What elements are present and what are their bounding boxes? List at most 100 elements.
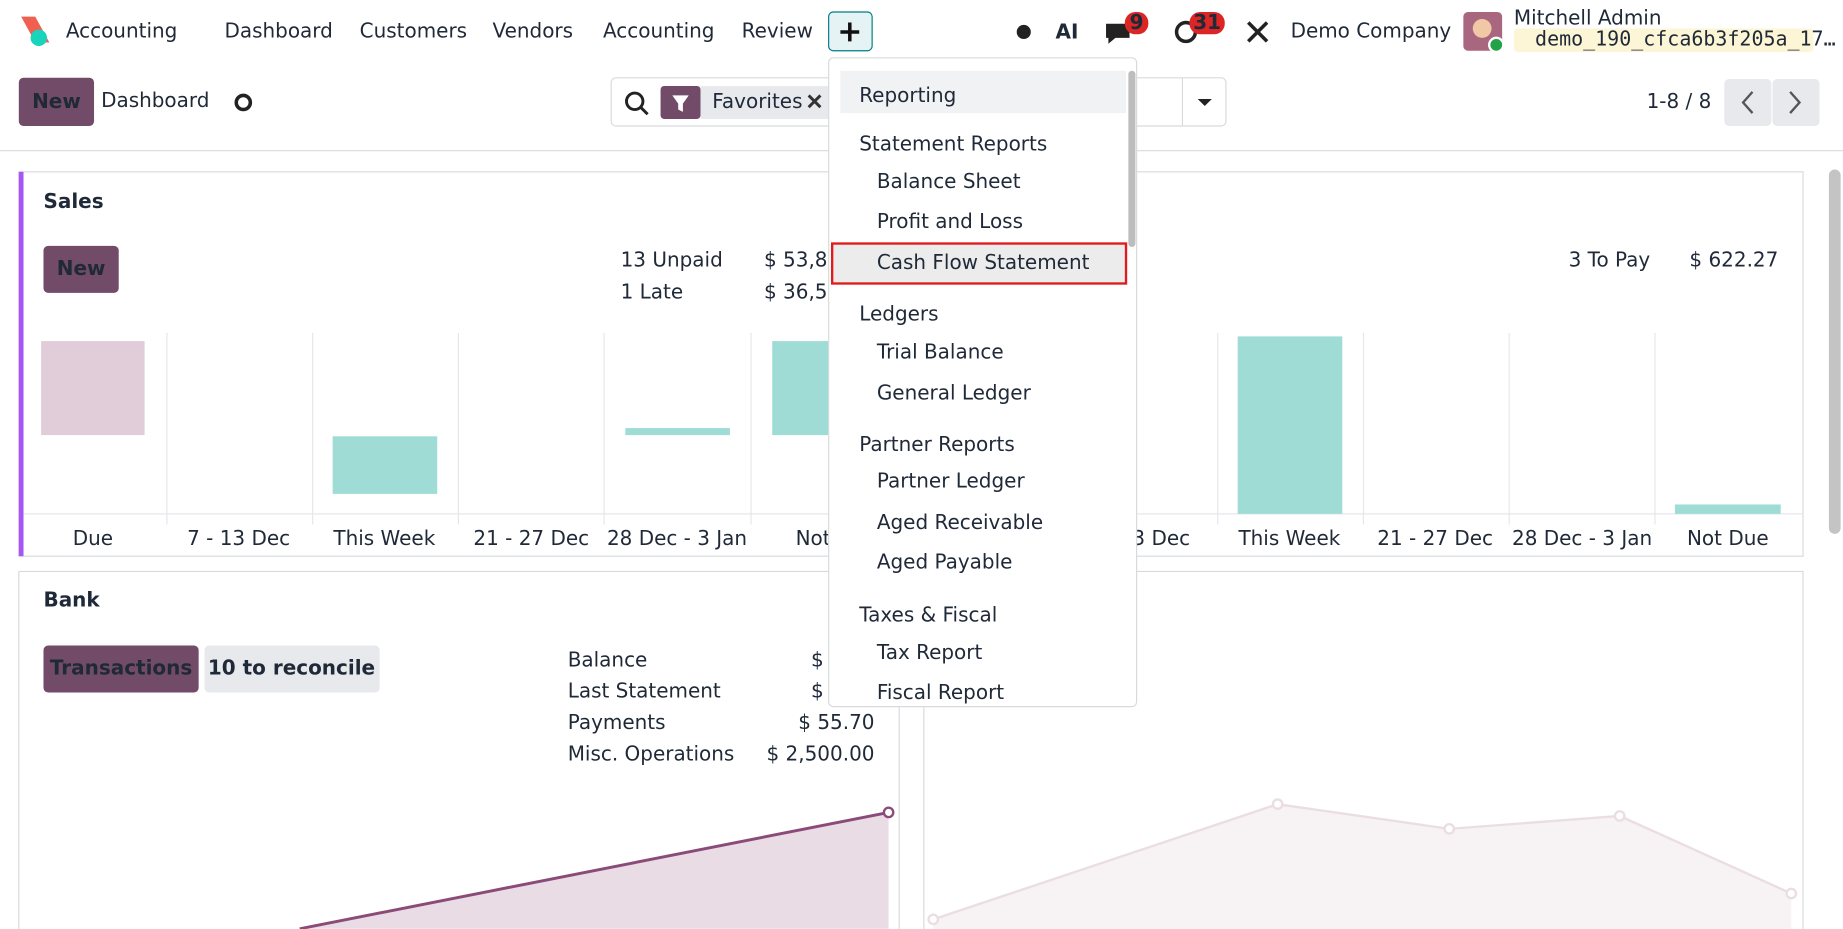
section-title: Statement Reports xyxy=(859,131,1047,155)
category-label: 21 - 27 Dec xyxy=(473,526,589,550)
stat-label[interactable]: Balance xyxy=(568,647,648,671)
bar xyxy=(1674,504,1781,514)
search-icon xyxy=(625,91,645,112)
stat-label[interactable]: Last Statement xyxy=(568,679,721,703)
new-label: New xyxy=(57,256,106,280)
menu-item[interactable]: Aged Receivable xyxy=(877,510,1043,534)
bar xyxy=(332,436,438,494)
logo-dot xyxy=(30,29,48,47)
facet-bg xyxy=(700,86,830,119)
category-label: This Week xyxy=(332,526,435,550)
card-title: Bank xyxy=(43,587,100,611)
section-title: Taxes & Fiscal xyxy=(858,603,997,627)
header-bg xyxy=(840,70,1127,114)
card-title: Sales xyxy=(43,189,103,213)
navbar: AI xyxy=(21,11,1814,54)
page-scrollbar xyxy=(1828,169,1841,534)
menu-item[interactable]: Partner Ledger xyxy=(877,469,1026,493)
reconcile-button[interactable] xyxy=(204,645,380,693)
category-label: Due xyxy=(73,526,113,550)
category-label: 28 Dec - 3 Jan xyxy=(1512,526,1652,550)
plus-icon xyxy=(840,22,860,42)
menu-item[interactable]: Dashboard xyxy=(224,18,332,42)
avatar-face xyxy=(1472,19,1492,38)
stat-value: $ 36,51 xyxy=(764,279,840,303)
category-label: 28 Dec - 3 Jan xyxy=(607,526,747,550)
cash-points xyxy=(927,798,1798,926)
stat-label[interactable]: Misc. Operations xyxy=(568,741,735,765)
dropdown-scrollbar xyxy=(1128,70,1136,248)
tools-icon[interactable] xyxy=(1247,21,1269,43)
menu-item[interactable]: Profit and Loss xyxy=(877,209,1023,233)
cash-area xyxy=(933,804,1792,929)
pager-prev[interactable] xyxy=(1724,78,1772,126)
category-label: 21 - 27 Dec xyxy=(1377,526,1493,550)
reporting-dropdown: Reporting Statement Reports Balance Sheet P… xyxy=(828,57,1138,708)
stat-label[interactable]: 3 To Pay xyxy=(1569,248,1651,272)
ai-icon[interactable]: AI xyxy=(1055,20,1078,44)
database: demo_190_cfca6b3f205a_17… xyxy=(1535,27,1836,51)
badge-bg xyxy=(1124,11,1149,35)
menu-item[interactable]: Cash Flow Statement xyxy=(877,250,1090,274)
search-icon xyxy=(639,106,649,116)
chat-icon[interactable] xyxy=(1106,23,1130,44)
facet-label: Favorites xyxy=(712,89,802,113)
page-title: Dashboard xyxy=(101,88,209,112)
badge: 9 xyxy=(1130,10,1144,34)
facet-remove[interactable] xyxy=(807,94,822,109)
pager-next[interactable] xyxy=(1772,78,1820,126)
section-title: Partner Reports xyxy=(859,432,1015,456)
stat-label[interactable]: 13 Unpaid xyxy=(621,248,723,272)
button-label: 10 to reconcile xyxy=(208,656,375,680)
menu-item[interactable]: Trial Balance xyxy=(876,339,1004,363)
texts: Accounting Dashboard Customers Vendors Accou… xyxy=(32,6,1836,766)
menu-item[interactable]: Aged Payable xyxy=(877,550,1013,574)
stat-value: $ 55.70 xyxy=(798,710,874,734)
button-label: Transactions xyxy=(50,656,192,680)
gear-icon[interactable] xyxy=(234,93,253,112)
bank-point xyxy=(882,806,895,819)
menu-item[interactable]: Customers xyxy=(360,18,467,42)
new-button[interactable] xyxy=(18,77,95,126)
status-dot xyxy=(1488,36,1505,54)
db-bg xyxy=(1513,28,1814,52)
stat-value: $ 2,500.00 xyxy=(767,741,875,765)
company[interactable]: Demo Company xyxy=(1291,18,1452,42)
app-name: Accounting xyxy=(66,18,178,42)
menu-item[interactable]: Vendors xyxy=(492,18,573,42)
search-toggle[interactable] xyxy=(1197,98,1212,107)
stat-value: $ 53,83 xyxy=(764,248,840,272)
pager: 1-8 / 8 xyxy=(1647,89,1712,113)
transactions-button[interactable] xyxy=(43,645,199,693)
menu-item[interactable]: General Ledger xyxy=(877,380,1032,404)
bar xyxy=(625,428,730,436)
category-label: Not Due xyxy=(1687,526,1769,550)
menu-item[interactable]: Fiscal Report xyxy=(877,680,1004,704)
category-label: 7 - 13 Dec xyxy=(187,526,290,550)
bar xyxy=(1237,336,1343,514)
menu-item[interactable]: Review xyxy=(742,18,813,42)
stat-label[interactable]: 1 Late xyxy=(621,279,684,303)
menu-item[interactable]: Accounting xyxy=(603,18,715,42)
sales-new-button[interactable] xyxy=(43,245,119,293)
pager-arrows xyxy=(1741,91,1802,114)
section-title: Ledgers xyxy=(859,302,938,326)
debug-icon[interactable] xyxy=(1016,24,1031,40)
menu-item[interactable]: Tax Report xyxy=(876,640,983,664)
user-name: Mitchell Admin xyxy=(1514,6,1662,30)
dropdown-panel xyxy=(828,57,1138,708)
card-accent xyxy=(18,171,24,557)
bar xyxy=(41,341,145,436)
category-label: 3 Dec xyxy=(1132,526,1190,550)
badge-bg xyxy=(1189,11,1225,35)
highlight-box xyxy=(830,242,1128,285)
cards xyxy=(18,169,1841,929)
badge: 31 xyxy=(1193,10,1221,34)
menu-item[interactable]: Balance Sheet xyxy=(877,169,1021,193)
bank-line xyxy=(299,810,889,929)
category-label: This Week xyxy=(1237,526,1340,550)
stat-label[interactable]: Payments xyxy=(568,710,666,734)
filter-icon xyxy=(672,95,689,112)
